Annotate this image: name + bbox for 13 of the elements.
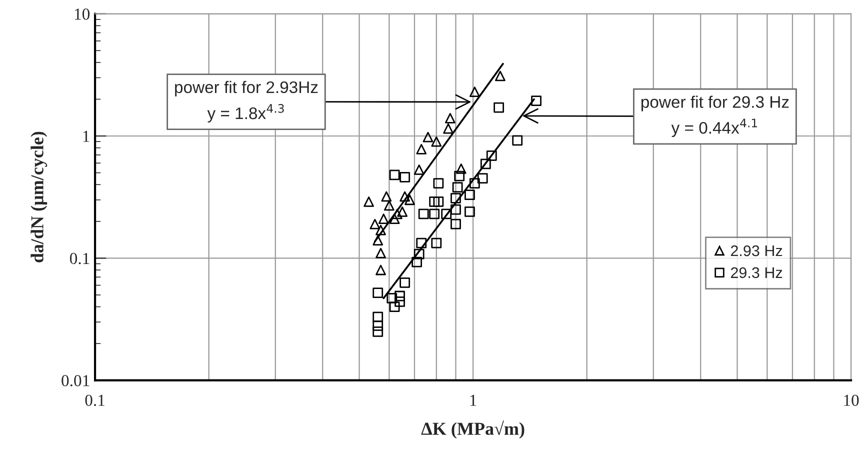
legend-label: 2.93 Hz	[730, 245, 782, 256]
annotation: power fit for 2.93Hz y = 1.8x$^{4.3}$	[175, 80, 318, 123]
x-tick-label: 0.1	[85, 394, 104, 406]
y-tick-label: 0.01	[62, 375, 90, 386]
y-axis-title: da/dN (μm/cycle)	[30, 132, 48, 262]
annotation: power fit for 29.3 Hz y = 0.44x$^{4.1}$	[641, 96, 789, 138]
legend-label: 29.3 Hz	[730, 267, 782, 278]
y-tick-label: 0.1	[70, 252, 90, 264]
x-tick-label: 1	[470, 394, 476, 406]
y-tick-label: 10	[74, 8, 90, 20]
x-tick-label: 10	[844, 394, 859, 406]
x-axis-title: ΔK (MPa√m)	[421, 420, 524, 439]
y-tick-label: 1	[83, 130, 90, 142]
